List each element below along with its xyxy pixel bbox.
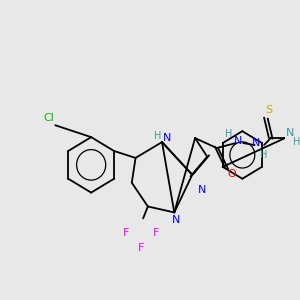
Text: H: H — [154, 131, 161, 141]
Text: S: S — [265, 105, 272, 116]
Text: F: F — [138, 243, 144, 253]
Text: F: F — [153, 228, 160, 238]
Text: H: H — [260, 150, 268, 160]
Text: N: N — [285, 128, 294, 138]
Text: N: N — [252, 138, 261, 148]
Text: F: F — [123, 228, 129, 238]
Text: N: N — [163, 133, 171, 143]
Text: N: N — [233, 136, 242, 146]
Text: Cl: Cl — [43, 113, 54, 123]
Text: H: H — [293, 137, 300, 147]
Text: O: O — [228, 169, 236, 179]
Text: N: N — [172, 215, 180, 225]
Text: N: N — [197, 184, 206, 195]
Text: H: H — [225, 129, 233, 139]
